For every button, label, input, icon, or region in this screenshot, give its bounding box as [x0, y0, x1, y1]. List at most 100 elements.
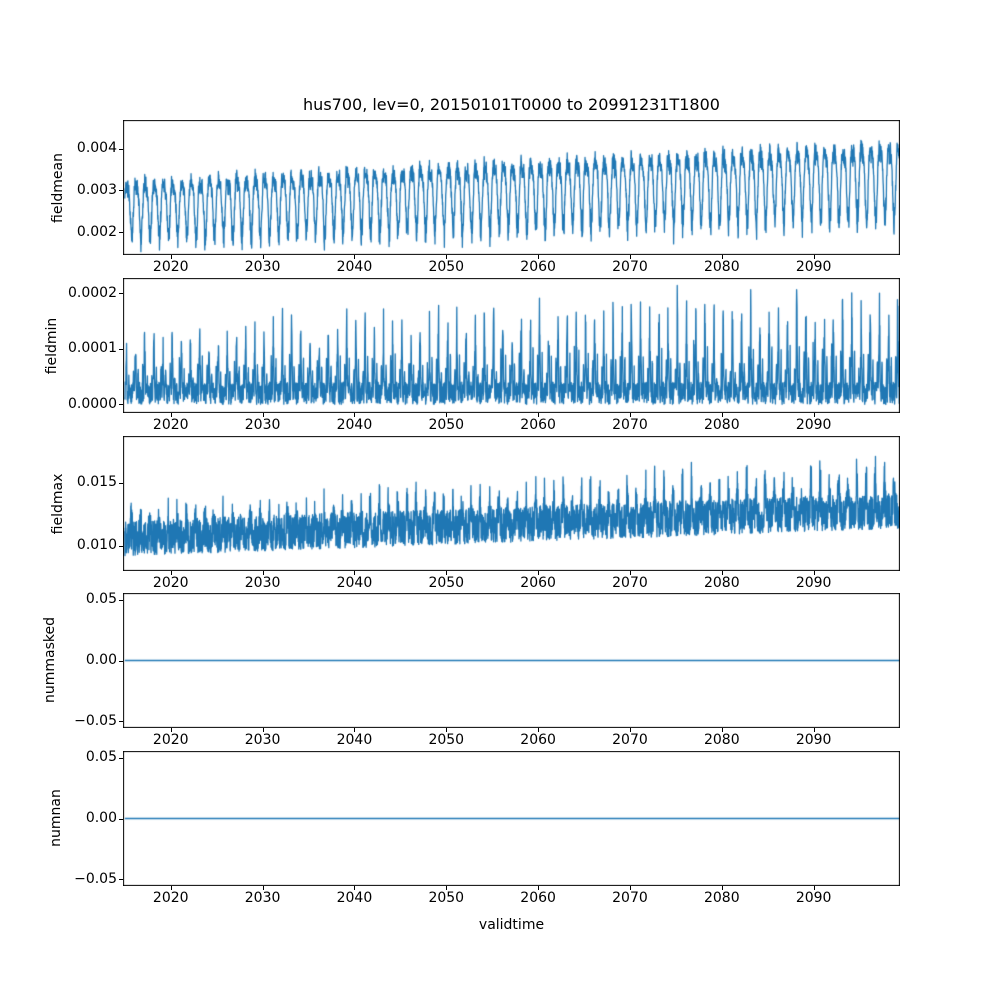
x-tick-mark [538, 413, 540, 417]
x-tick-label: 2020 [152, 575, 189, 591]
x-tick-mark [813, 728, 815, 732]
x-tick-mark [170, 255, 172, 259]
x-tick-mark [262, 255, 264, 259]
x-tick-mark [354, 255, 356, 259]
x-tick-mark [629, 255, 631, 259]
y-tick-mark [119, 190, 123, 192]
x-tick-label: 2060 [520, 890, 556, 906]
x-tick-label: 2090 [795, 575, 832, 591]
y-axis-label-nummasked: nummasked [42, 616, 58, 704]
x-tick-mark [170, 728, 172, 732]
y-tick-mark [119, 348, 123, 350]
y-tick-label: −0.05 [74, 712, 117, 729]
y-tick-label: 0.0002 [68, 284, 117, 301]
y-tick-label: 0.00 [85, 810, 117, 826]
x-tick-label: 2080 [703, 417, 740, 433]
x-tick-mark [170, 413, 172, 417]
x-tick-mark [170, 571, 172, 575]
y-tick-label: 0.015 [76, 474, 117, 491]
y-tick-mark [119, 545, 123, 547]
x-tick-label: 2060 [520, 259, 556, 275]
x-tick-label: 2040 [336, 259, 373, 275]
x-axis-label: validtime [478, 917, 545, 933]
y-tick-mark [119, 404, 123, 406]
x-tick-mark [446, 255, 448, 259]
x-tick-mark [262, 571, 264, 575]
x-tick-label: 2070 [612, 732, 648, 748]
x-tick-mark [262, 886, 264, 890]
x-tick-mark [629, 886, 631, 890]
x-tick-label: 2090 [795, 890, 832, 906]
plot-canvas-fieldmax [123, 436, 900, 571]
y-tick-mark [119, 721, 123, 723]
x-tick-mark [721, 413, 723, 417]
x-tick-mark [721, 886, 723, 890]
x-tick-mark [354, 728, 356, 732]
figure-title: hus700, lev=0, 20150101T0000 to 20991231… [303, 95, 720, 114]
y-tick-mark [119, 818, 123, 820]
plot-canvas-nummasked [123, 593, 900, 728]
x-tick-label: 2080 [703, 259, 740, 275]
y-tick-label: 0.002 [76, 223, 117, 240]
y-tick-label: −0.05 [74, 870, 117, 887]
plot-canvas-numnan [123, 751, 900, 886]
x-tick-label: 2040 [336, 417, 373, 433]
y-tick-mark [119, 599, 123, 601]
x-tick-mark [354, 571, 356, 575]
x-tick-label: 2040 [336, 575, 373, 591]
x-tick-mark [813, 571, 815, 575]
x-tick-mark [721, 255, 723, 259]
x-tick-mark [538, 255, 540, 259]
x-tick-mark [262, 413, 264, 417]
x-tick-label: 2090 [795, 732, 832, 748]
y-tick-mark [119, 148, 123, 150]
y-tick-mark [119, 879, 123, 881]
x-tick-mark [629, 728, 631, 732]
x-tick-label: 2080 [703, 575, 740, 591]
x-tick-label: 2030 [244, 890, 281, 906]
x-tick-mark [721, 571, 723, 575]
x-tick-label: 2060 [520, 417, 556, 433]
x-tick-label: 2020 [152, 890, 189, 906]
x-tick-mark [354, 413, 356, 417]
x-tick-mark [813, 255, 815, 259]
x-tick-label: 2050 [428, 575, 465, 591]
x-tick-label: 2070 [612, 575, 648, 591]
x-tick-label: 2080 [703, 890, 740, 906]
x-tick-label: 2060 [520, 575, 556, 591]
y-tick-label: 0.05 [85, 591, 117, 608]
x-tick-label: 2070 [612, 890, 648, 906]
y-tick-mark [119, 757, 123, 759]
y-tick-label: 0.004 [76, 140, 117, 156]
x-tick-mark [170, 886, 172, 890]
x-tick-mark [538, 728, 540, 732]
x-tick-mark [813, 886, 815, 890]
x-tick-label: 2020 [152, 259, 189, 275]
x-tick-label: 2020 [152, 732, 189, 748]
x-tick-mark [262, 728, 264, 732]
x-tick-mark [446, 728, 448, 732]
y-tick-label: 0.0001 [68, 340, 117, 357]
x-tick-label: 2050 [428, 259, 465, 275]
x-tick-label: 2030 [244, 575, 281, 591]
x-tick-mark [538, 886, 540, 890]
x-tick-label: 2090 [795, 259, 832, 275]
x-tick-label: 2020 [152, 417, 189, 433]
y-tick-label: 0.0000 [68, 395, 117, 412]
x-tick-label: 2080 [703, 732, 740, 748]
y-tick-mark [119, 232, 123, 234]
y-tick-mark [119, 293, 123, 295]
x-tick-label: 2050 [428, 732, 465, 748]
x-tick-label: 2070 [612, 259, 648, 275]
x-tick-mark [446, 571, 448, 575]
x-tick-label: 2030 [244, 259, 281, 275]
x-tick-label: 2030 [244, 732, 281, 748]
y-tick-label: 0.003 [76, 181, 117, 198]
x-tick-mark [446, 413, 448, 417]
x-tick-mark [446, 886, 448, 890]
y-tick-label: 0.00 [85, 652, 117, 668]
x-tick-mark [629, 413, 631, 417]
x-tick-mark [721, 728, 723, 732]
x-tick-label: 2050 [428, 890, 465, 906]
